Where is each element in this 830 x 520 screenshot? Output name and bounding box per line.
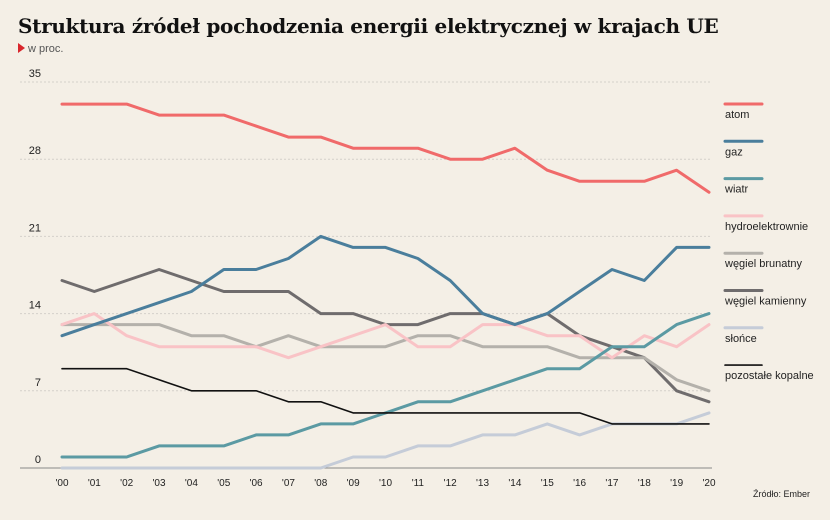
red-triangle-icon (18, 43, 25, 53)
legend-label: hydroelektrownie (725, 221, 808, 233)
y-tick-label: 7 (35, 377, 41, 389)
x-tick-label: '18 (638, 478, 651, 489)
y-tick-label: 14 (29, 300, 41, 312)
gridlines (20, 81, 712, 469)
legend-label: gaz (725, 146, 743, 158)
x-tick-label: '17 (605, 478, 618, 489)
legend-label: węgiel brunatny (724, 258, 803, 270)
legend-label: pozostałe kopalne (725, 370, 814, 382)
series-line-6 (60, 411, 711, 470)
y-tick-label: 28 (29, 145, 41, 157)
legend-label: węgiel kamienny (724, 296, 807, 308)
legend: atom gaz wiatr hydroelektrownie węgiel bruna… (723, 102, 814, 382)
series-line-7 (61, 367, 710, 425)
series-line-4 (60, 323, 711, 393)
legend-label: wiatr (724, 184, 749, 196)
y-tick-label: 21 (29, 222, 41, 234)
x-tick-label: '06 (250, 478, 263, 489)
x-tick-label: '07 (282, 478, 295, 489)
series-line-5 (60, 268, 711, 404)
x-tick-label: '08 (314, 478, 327, 489)
chart-subtitle: w proc. (18, 43, 63, 55)
series-line-0 (60, 102, 711, 194)
x-tick-label: '01 (88, 478, 101, 489)
x-tick-label: '10 (379, 478, 392, 489)
series-line-1 (60, 234, 711, 338)
y-axis-ticks: 0 7 14 21 28 35 (29, 68, 41, 466)
series-line-2 (60, 312, 711, 459)
x-tick-label: '04 (185, 478, 198, 489)
x-tick-label: '15 (541, 478, 554, 489)
x-tick-label: '09 (347, 478, 360, 489)
x-tick-label: '13 (476, 478, 489, 489)
x-tick-label: '20 (702, 478, 715, 489)
x-tick-label: '11 (412, 478, 425, 489)
x-axis-ticks: '00 '01 '02 '03 '04 '05 '06 '07 '08 '09 '10 '11 '12 '… (55, 478, 715, 489)
legend-label: słońce (725, 333, 757, 345)
x-tick-label: '14 (508, 478, 521, 489)
x-tick-label: '02 (120, 478, 133, 489)
y-tick-label: 0 (35, 454, 41, 466)
x-tick-label: '03 (153, 478, 166, 489)
subtitle-text: w proc. (28, 43, 64, 55)
x-tick-label: '16 (573, 478, 586, 489)
x-tick-label: '12 (444, 478, 457, 489)
x-tick-label: '00 (55, 478, 68, 489)
x-tick-label: '19 (670, 478, 683, 489)
series-line-3 (60, 312, 711, 360)
x-tick-label: '05 (217, 478, 230, 489)
source-note: Źródło: Ember (752, 489, 810, 499)
chart-title: Struktura źródeł pochodzenia energii ele… (18, 14, 719, 38)
y-tick-label: 35 (29, 68, 41, 80)
series-lines (60, 102, 711, 470)
legend-label: atom (725, 109, 749, 121)
